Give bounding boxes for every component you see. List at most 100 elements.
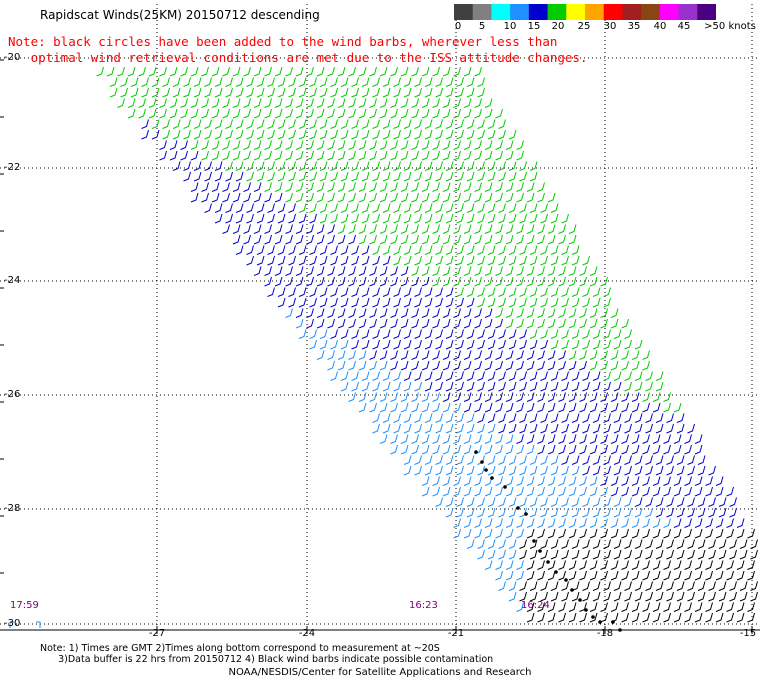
wind-barb (529, 255, 538, 266)
wind-barb (148, 98, 157, 108)
wind-barb (288, 287, 296, 297)
wind-barb (508, 171, 517, 182)
wind-barb (400, 444, 409, 455)
wind-barb (246, 203, 254, 213)
wind-barb (666, 549, 674, 560)
wind-barb (529, 203, 538, 213)
wind-barb (285, 266, 293, 276)
wind-barb (274, 234, 283, 245)
wind-barb (358, 402, 367, 413)
wind-barb (561, 539, 569, 549)
wind-barb (537, 308, 545, 318)
wind-barb (277, 203, 286, 213)
wind-barb (487, 423, 496, 434)
wind-barb (277, 213, 286, 224)
wind-barb (705, 518, 713, 528)
wind-barb (642, 476, 650, 486)
wind-barb (600, 444, 608, 455)
wind-barb (603, 287, 611, 297)
wind-barb (403, 161, 412, 171)
wind-barb (267, 287, 275, 297)
wind-barb (403, 171, 412, 182)
wind-barb (645, 591, 653, 602)
wind-barb (435, 497, 443, 507)
wind-barb (526, 402, 535, 413)
wind-barb (495, 392, 503, 402)
wind-barb (498, 371, 506, 381)
wind-barb (382, 413, 391, 423)
time-label: 16:24 (521, 600, 550, 611)
wind-barb (466, 287, 475, 297)
wind-barb (442, 140, 451, 150)
wind-barb (453, 318, 461, 329)
wind-barb (309, 213, 317, 224)
cb-label: 5 (478, 21, 486, 32)
wind-barb (445, 371, 454, 381)
wind-barb (424, 119, 433, 129)
wind-barb (411, 392, 419, 402)
wind-barb (540, 591, 548, 602)
wind-barb (445, 161, 454, 171)
wind-barb (613, 413, 622, 423)
wind-barb (750, 591, 758, 602)
wind-barb (526, 486, 535, 497)
wind-barb (519, 245, 527, 255)
cb-label: 0 (454, 21, 462, 32)
wind-barb (267, 77, 275, 87)
wind-barb (571, 507, 580, 518)
wind-barb (442, 108, 451, 119)
wind-barb (561, 245, 569, 255)
wind-barb (340, 245, 349, 255)
wind-barb (358, 276, 367, 287)
wind-barb (264, 266, 272, 276)
wind-barb (684, 528, 692, 539)
wind-barb (162, 87, 170, 98)
wind-barb (613, 329, 622, 339)
wind-barb (453, 140, 461, 150)
wind-barb (603, 329, 611, 339)
wind-barb (369, 308, 377, 318)
wind-barb (540, 371, 548, 381)
wind-barb (547, 276, 556, 287)
colorbar-swatch (472, 4, 492, 20)
wind-barb (516, 350, 524, 360)
wind-barb (466, 87, 475, 98)
cb-label: 15 (527, 21, 541, 32)
wind-barb (505, 444, 514, 455)
wind-barb (414, 203, 422, 213)
wind-barb (288, 203, 296, 213)
wind-barb (190, 140, 199, 150)
wind-barb (246, 119, 254, 129)
wind-barb (369, 182, 377, 192)
wind-barb (453, 98, 461, 108)
wind-barb (379, 360, 388, 371)
wind-barb (295, 66, 304, 77)
wind-barb (298, 245, 307, 255)
wind-barb (327, 266, 335, 276)
wind-barb (487, 119, 496, 129)
wind-barb (190, 66, 199, 77)
wind-barb (169, 150, 178, 161)
wind-barb (327, 234, 335, 245)
wind-barb (631, 392, 640, 402)
wind-barb (726, 570, 734, 581)
wind-barb (309, 171, 317, 182)
wind-barb (456, 203, 464, 213)
wind-barb (705, 528, 713, 539)
wind-barb (211, 182, 220, 192)
wind-barb (666, 539, 674, 549)
wind-barb (603, 455, 611, 465)
wind-barb (477, 203, 485, 213)
wind-barb (390, 276, 398, 287)
wind-barb (571, 591, 580, 602)
wind-barb (298, 77, 307, 87)
wind-barb (319, 171, 328, 182)
wind-barb (624, 549, 632, 560)
wind-barb (330, 87, 338, 98)
wind-barb (589, 602, 598, 612)
wind-barb (540, 507, 548, 518)
wind-barb (340, 339, 349, 350)
wind-barb (663, 570, 671, 581)
wind-barb (411, 308, 419, 318)
wind-barb (498, 581, 506, 591)
